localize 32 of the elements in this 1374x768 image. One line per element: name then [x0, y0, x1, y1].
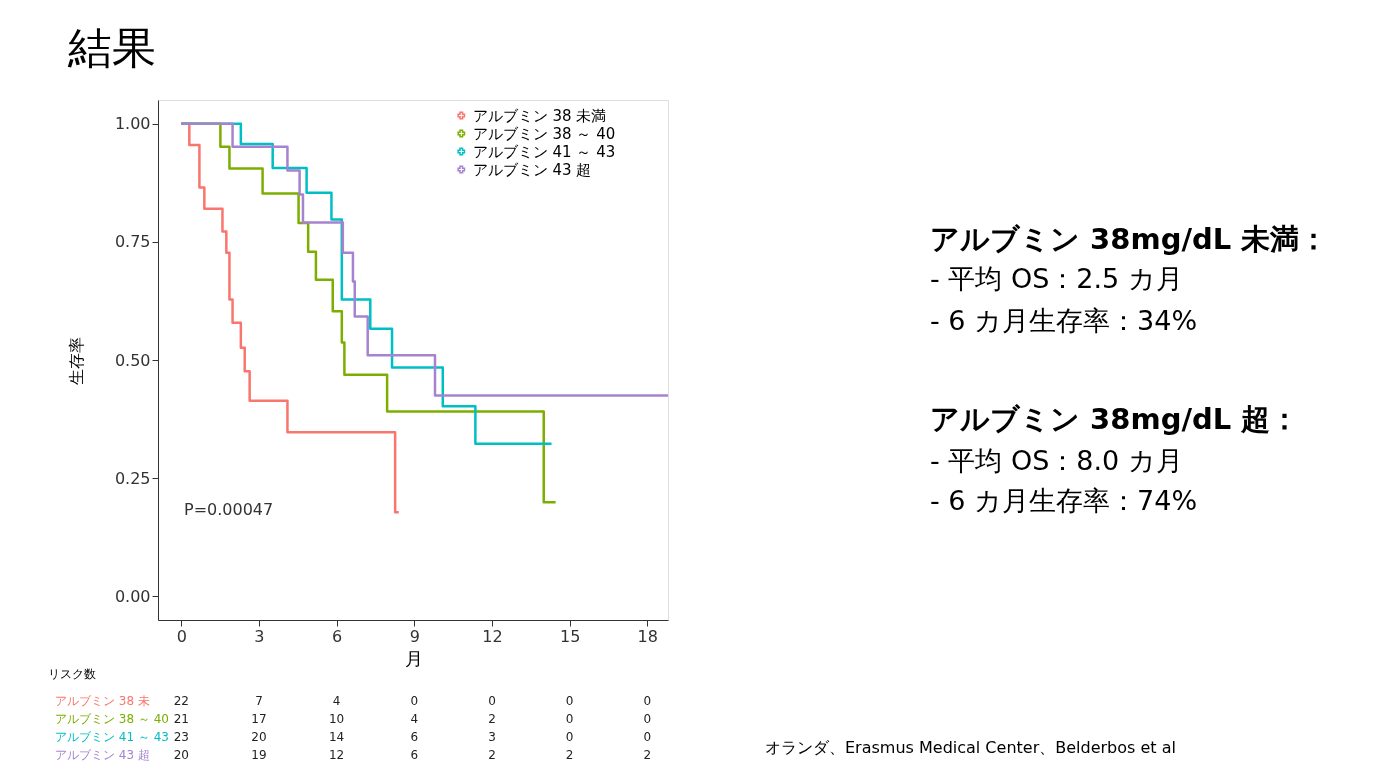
annotation: P=0.00047	[184, 500, 274, 519]
legend-label: アルブミン 38 ～ 40	[472, 124, 616, 143]
text: - 6 カ月生存率：74%	[930, 485, 1198, 516]
x-tick-label: 3	[254, 626, 265, 646]
x-tick-label: 18	[637, 626, 658, 646]
text: オランダ、Erasmus Medical Center、Belderbos et al	[765, 738, 1176, 757]
y-tick-label: 0.75	[114, 232, 151, 252]
x-tick-label: 6	[332, 626, 343, 646]
legend-label: アルブミン 38 未満	[472, 106, 607, 125]
text: アルブミン 38 未 22 7 4 0 0 0 0	[55, 694, 652, 708]
text: - 6 カ月生存率：34%	[930, 305, 1198, 336]
legend-label: アルブミン 41 ～ 43	[472, 142, 616, 161]
y-tick-label: 0.00	[114, 586, 151, 606]
x-tick-label: 9	[409, 626, 420, 646]
text: アルブミン 38 ～ 40 21 17 10 4 2 0 0	[55, 712, 652, 726]
text: アルブミン 41 ～ 43 23 20 14 6 3 0 0	[55, 730, 652, 744]
text: リスク数	[48, 667, 96, 681]
x-tick-label: 0	[176, 626, 187, 646]
text: アルブミン 43 超 20 19 12 6 2 2 2	[55, 748, 652, 762]
x-tick-label: 12	[482, 626, 503, 646]
legend-label: アルブミン 43 超	[472, 160, 592, 179]
y-tick-label: 1.00	[114, 114, 151, 134]
chart-title: 結果	[67, 22, 156, 73]
x-tick-label: 15	[559, 626, 581, 646]
text: アルブミン 38mg/dL 超：	[930, 402, 1300, 436]
y-axis-title: 生存率	[66, 336, 86, 385]
y-tick-label: 0.25	[114, 468, 151, 488]
text: アルブミン 38mg/dL 未満：	[930, 222, 1329, 256]
text: - 平均 OS：2.5 カ月	[930, 263, 1183, 294]
text: - 平均 OS：8.0 カ月	[930, 445, 1183, 476]
x-axis-title: 月	[404, 647, 423, 669]
y-tick-label: 0.50	[114, 350, 151, 370]
